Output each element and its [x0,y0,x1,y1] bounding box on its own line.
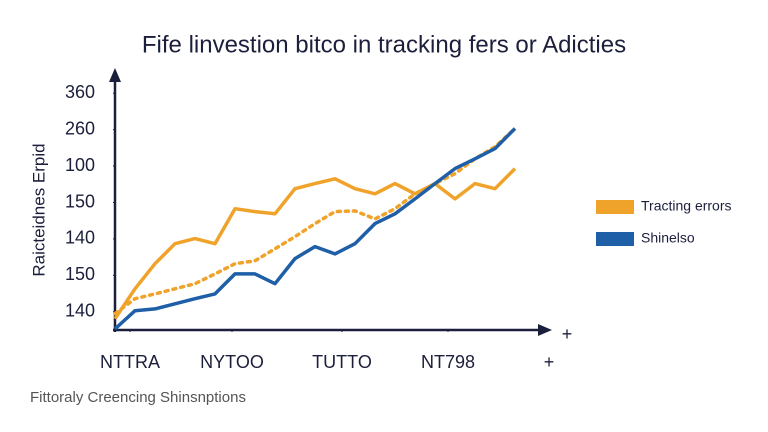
legend-swatch [596,200,634,214]
y-tick-label: 100 [65,155,95,175]
decoration-plus: + [544,352,555,372]
y-axis-label: Raicteidnes Erpid [29,143,48,276]
series-line [113,127,517,331]
chart-title: Fife linvestion bitco in tracking fers o… [142,31,626,58]
y-tick-label: 140 [65,228,95,248]
legend-swatch [596,232,634,246]
series-line [113,167,517,320]
x-axis-arrow [538,324,552,336]
y-tick-label: 150 [65,191,95,211]
y-axis-arrow [109,68,121,82]
y-tick-label: 360 [65,82,95,102]
x-tick-label: NT798 [421,352,475,372]
x-tick-label: NTTRA [100,352,160,372]
decoration-plus: + [562,324,573,344]
series-line [113,126,517,316]
y-tick-label: 140 [65,301,95,321]
footnote: Fittoraly Creencing Shinsnptions [30,389,246,406]
x-tick-label: TUTTO [312,352,372,372]
x-tick-label: NYTOO [200,352,264,372]
y-tick-label: 150 [65,264,95,284]
y-tick-label: 260 [65,118,95,138]
legend-label: Shinelso [641,230,695,246]
legend-label: Tracting errors [641,198,732,214]
